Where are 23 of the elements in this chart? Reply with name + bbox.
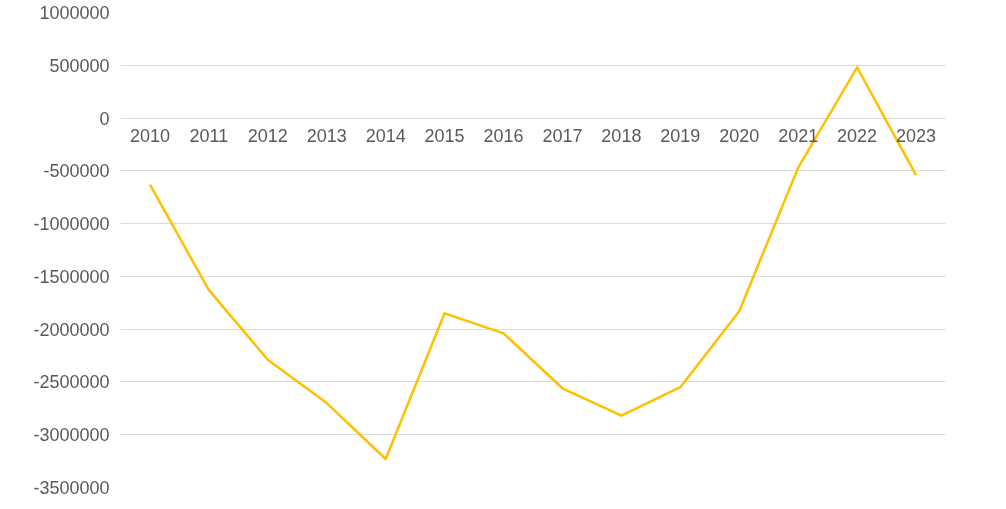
x-tick-label: 2023 [896,126,937,147]
x-tick-label: 2014 [365,126,406,147]
x-tick-label: 2015 [424,126,465,147]
x-tick-label: 2013 [306,126,347,147]
x-tick-label: 2019 [660,126,701,147]
x-tick-label: 2020 [719,126,760,147]
y-tick-label: -1500000 [33,266,110,287]
x-tick-label: 2018 [601,126,642,147]
x-tick-label: 2016 [483,126,524,147]
y-tick-label: -3500000 [33,478,110,498]
x-tick-label: 2012 [247,126,288,147]
y-tick-label: -1000000 [33,214,110,235]
x-tick-label: 2022 [837,126,878,147]
y-tick-label: 500000 [49,55,110,76]
y-tick-label: -2000000 [33,319,110,340]
x-tick-label: 2017 [542,126,583,147]
x-tick-label: 2011 [189,126,229,147]
x-tick-label: 2010 [129,126,170,147]
y-tick-label: -3000000 [33,425,110,446]
y-tick-label: 1000000 [39,3,110,23]
y-tick-label: -500000 [43,161,110,182]
y-tick-label: 0 [99,108,110,129]
y-tick-label: -2500000 [33,372,110,393]
